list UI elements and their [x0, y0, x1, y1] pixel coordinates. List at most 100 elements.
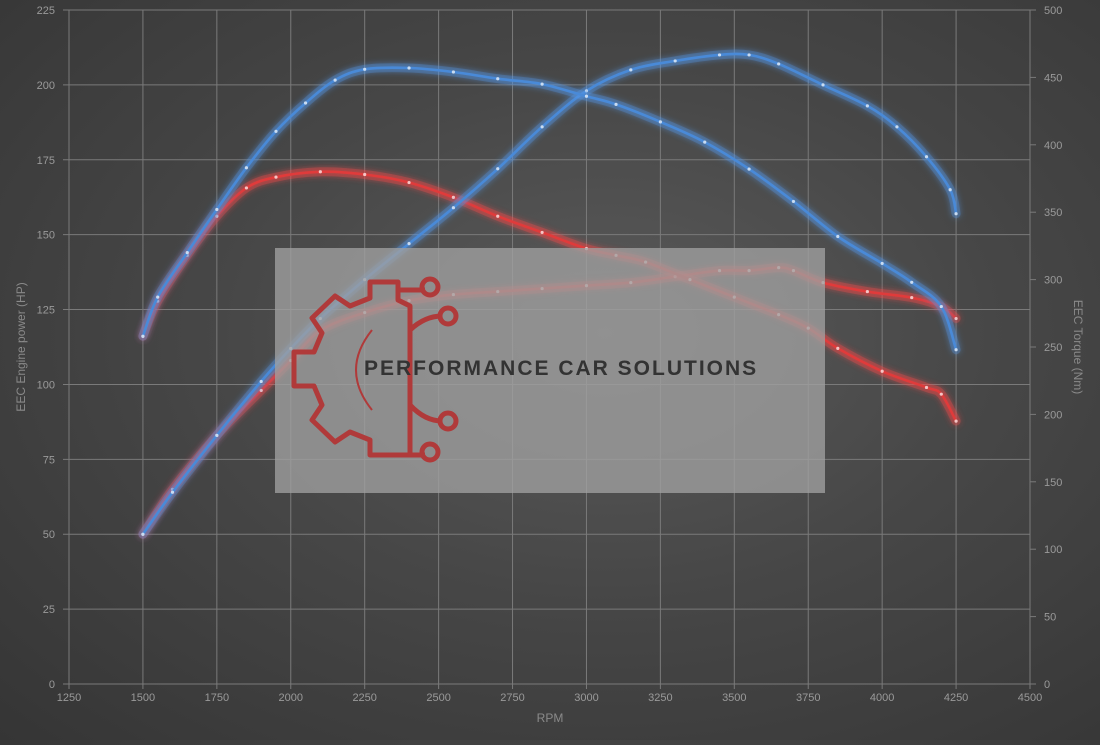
series-0-point: [910, 295, 914, 300]
series-2-point: [865, 104, 869, 108]
series-3-point: [141, 334, 145, 338]
series-3-point: [540, 82, 544, 86]
series-2-point: [407, 242, 411, 246]
series-3-point: [836, 234, 840, 239]
series-1-point: [836, 346, 840, 350]
series-3-point: [614, 102, 618, 106]
series-1-point: [496, 214, 500, 218]
series-2-point: [924, 155, 929, 159]
series-2-point: [451, 206, 455, 210]
series-0-point: [865, 289, 869, 294]
series-2-point: [259, 379, 263, 384]
series-3-point: [244, 166, 249, 170]
x-tick-label: 4250: [944, 692, 968, 704]
y-right-tick-label: 50: [1044, 612, 1056, 624]
y-left-tick-label: 200: [37, 80, 55, 92]
y-left-tick-label: 150: [37, 230, 55, 242]
y-right-tick-label: 0: [1044, 679, 1050, 691]
series-2-point: [170, 490, 175, 494]
y-left-tick-label: 75: [43, 454, 55, 466]
series-1-point: [274, 175, 278, 179]
x-tick-label: 1250: [57, 692, 81, 704]
series-1-line: [141, 170, 958, 423]
x-tick-label: 3500: [722, 692, 746, 704]
series-2-point: [629, 68, 633, 72]
series-2-point: [141, 532, 145, 536]
series-3-point: [407, 66, 411, 70]
series-3-point: [303, 101, 308, 105]
y-right-tick-label: 200: [1044, 409, 1062, 421]
x-tick-label: 3750: [796, 692, 820, 704]
y-left-tick-label: 50: [43, 529, 55, 541]
y-right-tick-label: 500: [1044, 5, 1062, 17]
series-3-point: [274, 129, 278, 133]
series-3-point: [910, 280, 914, 284]
x-axis-title: RPM: [537, 711, 564, 725]
y-right-tick-label: 400: [1044, 140, 1062, 152]
series-2-point: [215, 433, 219, 437]
series-3-point: [658, 120, 662, 124]
series-2-point: [717, 53, 722, 57]
series-2-point: [777, 62, 781, 66]
series-2-point: [948, 188, 952, 192]
gear-circuit-icon: [291, 276, 459, 463]
x-tick-label: 2250: [352, 692, 376, 704]
axis-ticks: 1250 1500 1750 2000 2250 2500 2750 3000 3250 3500…: [37, 5, 1063, 704]
y-right-tick-label: 250: [1044, 342, 1062, 354]
series-1-point: [318, 170, 322, 174]
x-tick-label: 4500: [1018, 692, 1042, 704]
series-1-point: [451, 195, 455, 199]
series-2-point: [747, 53, 751, 57]
series-3-point: [939, 304, 943, 309]
y-left-tick-label: 0: [49, 679, 55, 691]
series-2-point: [895, 125, 899, 129]
y-left-axis-title: EEC Engine power (HP): [14, 282, 28, 411]
series-3-point: [496, 77, 500, 81]
series-1-point: [880, 369, 884, 373]
series-2-point: [540, 125, 544, 129]
series-3-point: [880, 261, 884, 266]
x-tick-label: 2000: [279, 692, 303, 704]
series-3-line: [141, 66, 958, 351]
series-2-point: [954, 212, 958, 216]
series-3-point: [451, 70, 455, 74]
series-1-point: [954, 419, 958, 423]
y-right-axis-title: EEC Torque (Nm): [1071, 300, 1085, 394]
series-3-point: [747, 167, 751, 171]
y-left-tick-label: 25: [43, 604, 55, 616]
x-tick-label: 4000: [870, 692, 894, 704]
y-right-tick-label: 100: [1044, 544, 1062, 556]
x-tick-label: 1750: [205, 692, 229, 704]
series-3-point: [791, 199, 796, 204]
watermark-box: [275, 248, 825, 493]
series-3-point: [333, 78, 337, 82]
x-tick-label: 2750: [500, 692, 524, 704]
y-left-tick-label: 100: [37, 379, 55, 391]
watermark: PERFORMANCE CAR SOLUTIONS: [275, 248, 825, 493]
series-3-point: [703, 140, 707, 144]
series-0-point: [259, 388, 263, 393]
series-1-point: [407, 180, 411, 185]
y-right-tick-label: 300: [1044, 275, 1062, 287]
y-left-tick-label: 125: [37, 305, 55, 317]
y-right-tick-label: 450: [1044, 72, 1062, 84]
y-right-tick-label: 150: [1044, 477, 1062, 489]
series-3-point: [185, 251, 189, 255]
series-2-point: [673, 59, 677, 63]
series-3-point: [363, 67, 367, 71]
y-left-tick-label: 175: [37, 155, 55, 167]
series-0-point: [954, 316, 958, 321]
x-tick-label: 3250: [648, 692, 672, 704]
x-tick-label: 1500: [131, 692, 155, 704]
series-1-point: [939, 392, 943, 396]
series-2-point: [496, 167, 500, 171]
series-3-point: [215, 207, 219, 212]
watermark-text: PERFORMANCE CAR SOLUTIONS: [364, 357, 758, 380]
series-1-point: [244, 186, 249, 190]
y-left-tick-label: 225: [37, 5, 55, 17]
series-1-point: [924, 385, 929, 390]
x-tick-label: 3000: [574, 692, 598, 704]
series-3-point: [156, 295, 160, 299]
series-3-point: [954, 348, 958, 352]
